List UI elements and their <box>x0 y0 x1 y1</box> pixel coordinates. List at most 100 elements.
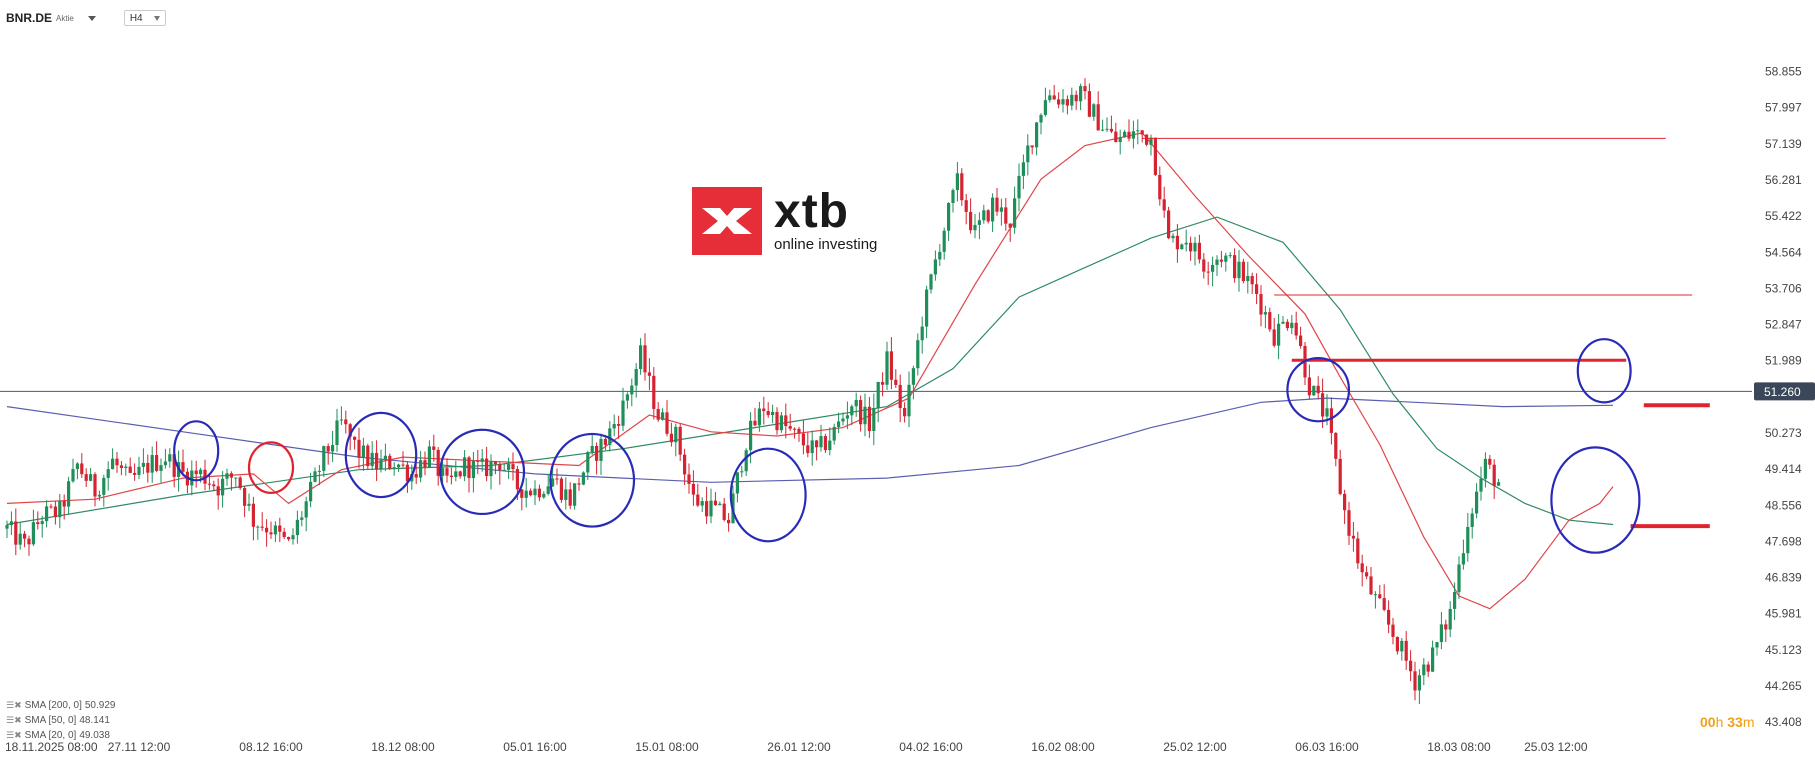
candle-body <box>595 445 599 461</box>
candle-body <box>863 406 867 425</box>
candle-body <box>1356 538 1360 564</box>
candle-body <box>1483 458 1487 479</box>
legend-value: 49.038 <box>79 730 110 741</box>
candle-body <box>1281 321 1285 324</box>
candle-body <box>911 368 915 385</box>
symbol-chevron-down-icon[interactable] <box>87 15 96 21</box>
candle-body <box>1087 91 1091 117</box>
legend-item-sma-20[interactable]: ☰✖ SMA [20, 0] 49.038 <box>6 728 115 743</box>
candle-body <box>40 521 44 525</box>
candle-body <box>260 526 264 528</box>
candle-body <box>612 424 616 429</box>
symbol-label[interactable]: BNR.DE <box>6 11 53 25</box>
candle-body <box>331 444 335 452</box>
candle-body <box>991 197 995 222</box>
indicator-settings-icon[interactable]: ☰✖ <box>6 700 22 710</box>
candle-body <box>999 207 1003 212</box>
candle-body <box>111 458 115 470</box>
candle-body <box>361 445 365 458</box>
y-tick-label: 57.997 <box>1765 101 1802 115</box>
y-tick-label: 53.706 <box>1765 281 1802 295</box>
candle-body <box>625 394 629 401</box>
candle-body <box>515 469 519 490</box>
candle-body <box>348 424 352 437</box>
candle-body <box>168 454 172 462</box>
candle-body <box>80 463 84 475</box>
candle-body <box>1444 624 1448 630</box>
candle-body <box>1387 609 1391 625</box>
candle-body <box>467 457 471 479</box>
candle-body <box>947 203 951 231</box>
candle-body <box>722 503 726 520</box>
candle-body <box>287 537 291 540</box>
candle-body <box>49 506 53 508</box>
x-tick-label: 25.03 12:00 <box>1524 740 1588 754</box>
candle-body <box>243 488 247 506</box>
legend-item-sma-200[interactable]: ☰✖ SMA [200, 0] 50.929 <box>6 698 115 713</box>
candle-body <box>1413 671 1417 691</box>
y-tick-label: 48.556 <box>1765 498 1802 512</box>
candle-body <box>933 259 937 275</box>
candle-body <box>256 526 260 528</box>
candle-body <box>445 468 449 476</box>
candle-body <box>159 465 163 471</box>
candle-body <box>1136 130 1140 132</box>
candle-body <box>960 173 964 201</box>
candle-body <box>929 274 933 290</box>
candle-body <box>1070 94 1074 106</box>
legend-item-sma-50[interactable]: ☰✖ SMA [50, 0] 48.141 <box>6 713 115 728</box>
candle-body <box>1193 242 1197 252</box>
candle-body <box>1061 99 1065 105</box>
x-tick-label: 15.01 08:00 <box>635 740 699 754</box>
candle-body <box>1246 276 1250 282</box>
x-tick-label: 27.11 12:00 <box>108 740 171 754</box>
legend-value: 48.141 <box>79 715 110 726</box>
candle-body <box>1114 131 1118 143</box>
candle-body <box>251 503 255 527</box>
candle-body <box>533 488 537 496</box>
candle-body <box>1457 564 1461 592</box>
candle-body <box>955 173 959 191</box>
candle-body <box>405 464 409 482</box>
indicator-settings-icon[interactable]: ☰✖ <box>6 715 22 725</box>
candle-body <box>273 525 277 535</box>
candle-body <box>1439 624 1443 643</box>
candle-body <box>1259 294 1263 315</box>
indicator-settings-icon[interactable]: ☰✖ <box>6 730 22 740</box>
candle-body <box>815 440 819 448</box>
y-tick-label: 52.847 <box>1765 318 1802 332</box>
candle-body <box>18 533 22 545</box>
candle-body <box>62 500 66 507</box>
candle-body <box>634 369 638 386</box>
candle-body <box>357 439 361 458</box>
candle-body <box>621 400 625 426</box>
candle-body <box>1021 162 1025 176</box>
annotation-circle-blue <box>549 432 636 528</box>
candle-body <box>441 468 445 476</box>
x-tick-label: 05.01 16:00 <box>503 740 567 754</box>
candle-body <box>397 464 401 468</box>
candle-body <box>1202 259 1206 272</box>
candle-body <box>265 527 269 533</box>
candle-body <box>1338 458 1342 494</box>
candle-body <box>546 486 550 494</box>
candle-body <box>1334 432 1338 459</box>
candle-body <box>194 470 198 475</box>
candle-body <box>964 200 968 212</box>
candle-body <box>1268 312 1272 330</box>
candle-body <box>1417 675 1421 691</box>
y-tick-label: 49.414 <box>1765 462 1802 476</box>
timeframe-select[interactable]: H4 <box>123 10 166 26</box>
candle-body <box>810 440 814 454</box>
candle-body <box>735 472 739 494</box>
timer-minutes: 33 <box>1727 714 1743 730</box>
candle-body <box>573 483 577 506</box>
candle-body <box>951 190 955 204</box>
candle-body <box>766 411 770 416</box>
candle-body <box>502 469 506 471</box>
candle-body <box>45 506 49 522</box>
y-tick-label: 45.123 <box>1765 643 1802 657</box>
candle-body <box>841 418 845 422</box>
candle-body <box>977 220 981 225</box>
